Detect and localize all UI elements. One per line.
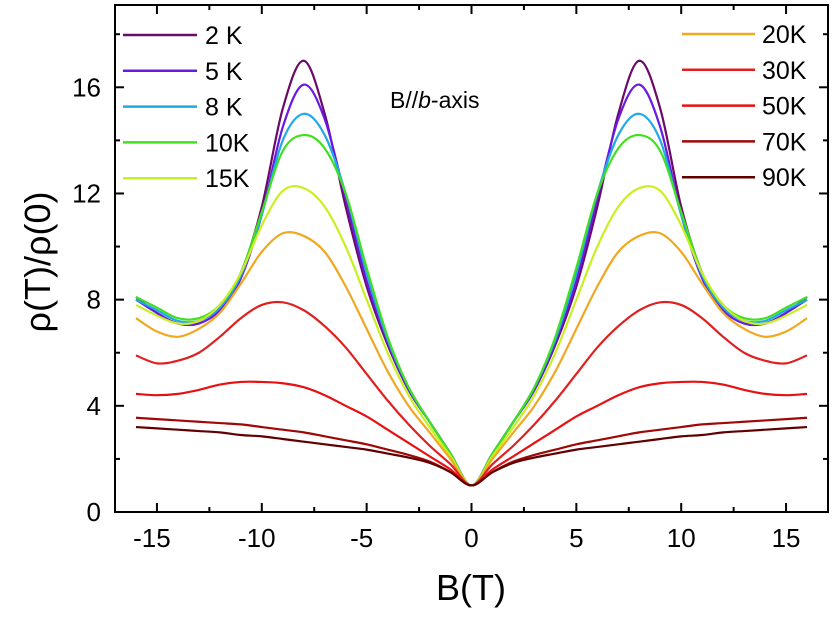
field-direction-annotation: B//b-axis — [390, 87, 479, 113]
legend-label: 30K — [762, 57, 807, 85]
legend-label: 50K — [762, 93, 807, 121]
series-line-0 — [135, 59, 808, 487]
legend-item: 10K — [123, 129, 250, 157]
legend-item: 20K — [682, 21, 807, 49]
axes: -15 -10 -5 0 5 10 15 0 4 8 12 16 — [72, 4, 829, 553]
legend-label: 15K — [205, 165, 250, 193]
series-line-5 — [135, 231, 808, 487]
series-line-6 — [135, 300, 808, 487]
y-axis-title: ρ(T)/ρ(0) — [17, 192, 58, 333]
legend-label: 8 K — [205, 94, 243, 122]
legend-label: 5 K — [205, 58, 243, 86]
legend-label: 10K — [205, 129, 250, 157]
legend-item: 30K — [682, 57, 807, 85]
legend-label: 20K — [762, 21, 807, 49]
x-tick-label: 0 — [464, 523, 478, 553]
legend-label: 90K — [762, 164, 807, 192]
x-tick-label: 10 — [667, 523, 696, 553]
x-axis-title: B(T) — [436, 567, 506, 608]
legend-item: 2 K — [123, 22, 243, 50]
y-tick-label: 0 — [87, 497, 101, 527]
series-line-8 — [135, 416, 808, 487]
legend-item: 15K — [123, 165, 250, 193]
data-curves — [135, 59, 808, 487]
x-tick-label: -5 — [350, 523, 373, 553]
legend-item: 8 K — [123, 94, 243, 122]
legend: 2 K 5 K 8 K 10K 15K 20K 30K 50K 70K 90K — [123, 21, 807, 193]
legend-label: 2 K — [205, 22, 243, 50]
x-tick-label: 5 — [569, 523, 583, 553]
x-tick-label: -15 — [133, 523, 171, 553]
legend-item: 5 K — [123, 58, 243, 86]
series-line-9 — [135, 425, 808, 487]
legend-item: 90K — [682, 164, 807, 192]
legend-item: 50K — [682, 93, 807, 121]
y-tick-label: 12 — [72, 178, 101, 208]
y-tick-label: 16 — [72, 72, 101, 102]
series-line-4 — [135, 185, 808, 487]
x-tick-label: -10 — [238, 523, 276, 553]
y-tick-label: 8 — [87, 285, 101, 315]
legend-item: 70K — [682, 128, 807, 156]
legend-label: 70K — [762, 128, 807, 156]
x-tick-label: 15 — [772, 523, 801, 553]
y-tick-label: 4 — [87, 391, 101, 421]
